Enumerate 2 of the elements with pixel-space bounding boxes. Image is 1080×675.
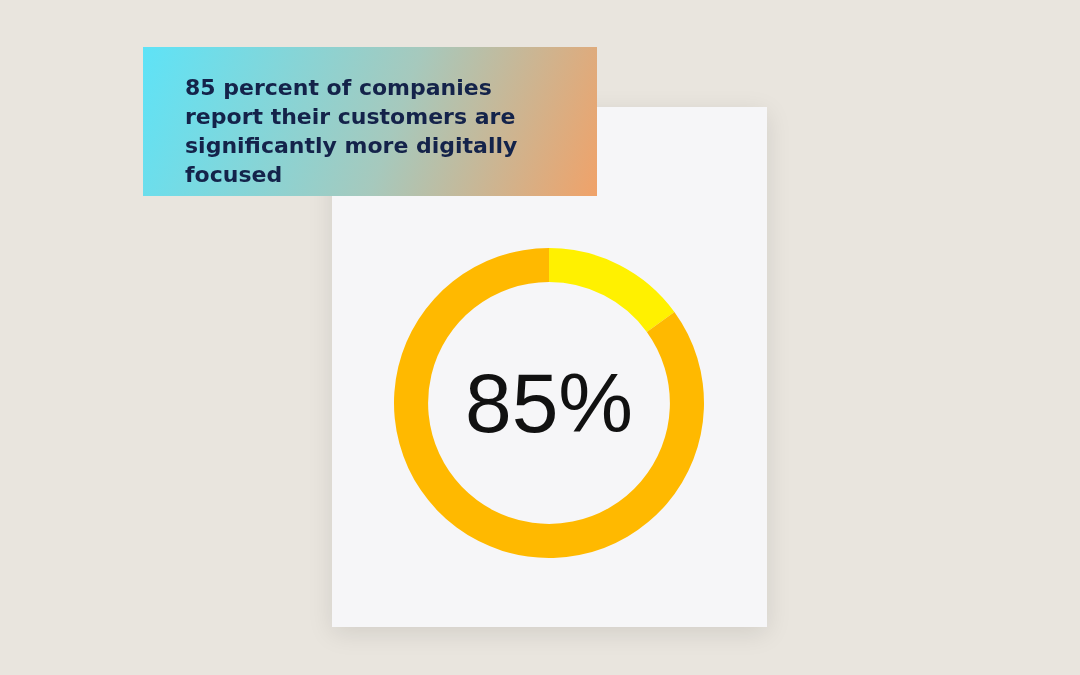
data-label: 85%: [463, 354, 635, 452]
chart-title: 85 percent of companies report their customers are significantly more digitally focused: [185, 74, 519, 189]
